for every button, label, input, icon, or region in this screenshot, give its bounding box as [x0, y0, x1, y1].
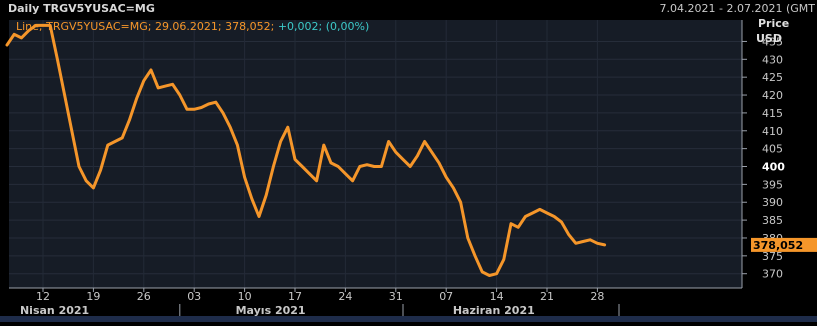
chart-title: Daily TRGV5YUSAC=MG	[8, 2, 155, 15]
price-axis-label: Price	[758, 17, 789, 30]
y-tick-label: 405	[762, 143, 783, 156]
y-tick-label: 415	[762, 107, 783, 120]
x-tick-label: 03	[187, 290, 201, 303]
x-tick-label: 19	[86, 290, 100, 303]
y-tick-label: 395	[762, 178, 783, 191]
month-label: Mayıs 2021	[236, 304, 306, 317]
month-label: Nisan 2021	[20, 304, 89, 317]
currency-axis-label: USD	[756, 32, 782, 45]
x-tick-label: 21	[540, 290, 554, 303]
last-value-label: 378,052	[753, 239, 803, 252]
x-tick-label: 31	[389, 290, 403, 303]
legend-change: +0,002; (0,00%)	[278, 20, 369, 33]
y-tick-label: 435	[762, 35, 783, 48]
bottom-strip	[0, 316, 817, 322]
y-axis: 4354304254204154104054003953903853803753…	[741, 20, 785, 288]
y-tick-label: 370	[762, 268, 783, 281]
plot-area[interactable]	[9, 20, 742, 288]
x-axis: 12 19 26 03 10 17 24 31 07 14 21 28 Nisan 2021 Mayıs …	[9, 287, 742, 317]
y-tick-label: 375	[762, 250, 783, 263]
last-value-tag	[751, 237, 817, 252]
x-tick-label: 24	[338, 290, 352, 303]
x-tick-label: 26	[137, 290, 151, 303]
date-range: 7.04.2021 - 2.07.2021 (GMT	[660, 2, 816, 15]
y-tick-label: 420	[762, 89, 783, 102]
y-tick-label: 390	[762, 196, 783, 209]
x-tick-label: 14	[490, 290, 504, 303]
month-label: Haziran 2021	[453, 304, 535, 317]
x-tick-label: 07	[439, 290, 453, 303]
legend-prefix: Line; TRGV5YUSAC=MG; 29.06.2021; 378,052…	[16, 20, 274, 33]
y-tick-label: 410	[762, 125, 783, 138]
x-tick-label: 10	[238, 290, 252, 303]
x-tick-label: 28	[590, 290, 604, 303]
x-tick-label: 12	[36, 290, 50, 303]
y-tick-label: 385	[762, 214, 783, 227]
x-tick-label: 17	[288, 290, 302, 303]
y-tick-label: 430	[762, 53, 783, 66]
price-series-line[interactable]	[5, 23, 607, 277]
y-tick-label: 400	[762, 161, 785, 174]
series-legend[interactable]: Line; TRGV5YUSAC=MG; 29.06.2021; 378,052…	[16, 20, 369, 33]
y-tick-label: 425	[762, 71, 783, 84]
